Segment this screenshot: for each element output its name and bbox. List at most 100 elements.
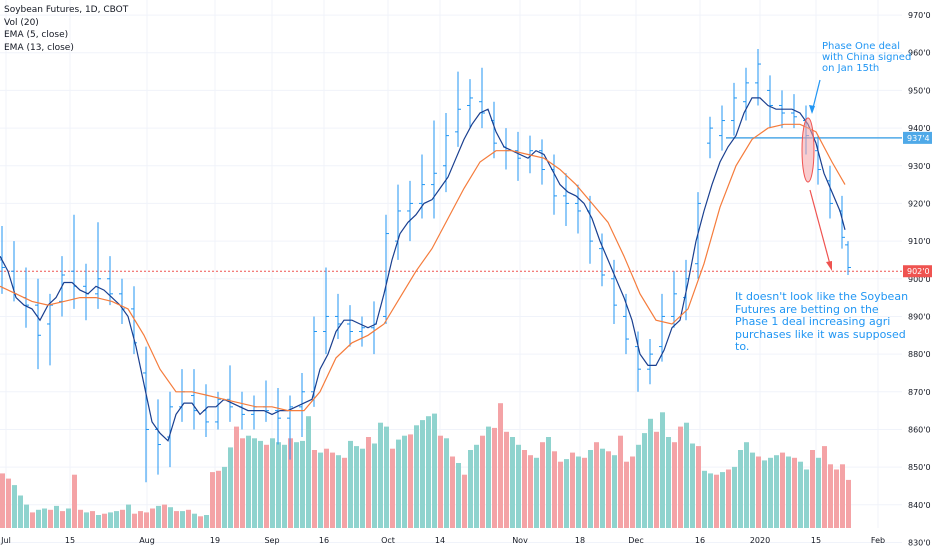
legend-ema-fast[interactable]: EMA (5, close) bbox=[4, 30, 69, 40]
volume-bar bbox=[276, 442, 281, 528]
y-axis-tick-label: 910'0 bbox=[908, 237, 931, 246]
volume-bar bbox=[708, 473, 713, 528]
volume-bar bbox=[594, 442, 599, 528]
price-bar bbox=[599, 233, 605, 287]
volume-bar bbox=[426, 416, 431, 528]
volume-bar bbox=[42, 508, 47, 528]
price-bar bbox=[359, 316, 365, 347]
x-axis-tick-label: Aug bbox=[139, 536, 155, 545]
volume-bar bbox=[474, 444, 479, 528]
volume-bar bbox=[336, 455, 341, 528]
legend-symbol[interactable]: Soybean Futures, 1D, CBOT bbox=[4, 5, 129, 15]
volume-bar bbox=[648, 418, 653, 528]
volume-bar bbox=[66, 508, 71, 528]
volume-bar bbox=[552, 451, 557, 528]
y-axis-tick-label: 830'0 bbox=[908, 538, 931, 547]
price-bar bbox=[431, 120, 437, 219]
volume-bar bbox=[468, 450, 473, 528]
volume-bar bbox=[198, 516, 203, 528]
price-bar bbox=[467, 79, 473, 129]
volume-bar bbox=[786, 456, 791, 528]
price-badge bbox=[903, 265, 932, 278]
volume-bar bbox=[126, 504, 131, 528]
volume-bar bbox=[576, 456, 581, 528]
volume-bar bbox=[678, 426, 683, 528]
price-bar bbox=[71, 214, 77, 309]
annotation-soybean-note[interactable]: It doesn't look like the Soybean Futures… bbox=[735, 290, 909, 353]
volume-bar bbox=[210, 472, 215, 528]
legend-volume[interactable]: Vol (20) bbox=[4, 17, 39, 28]
volume-bar bbox=[822, 446, 827, 528]
y-axis-tick-label: 840'0 bbox=[908, 501, 931, 510]
volume-bar bbox=[30, 512, 35, 528]
volume-bar bbox=[324, 448, 329, 528]
price-bar bbox=[239, 391, 245, 430]
price-bar bbox=[455, 71, 461, 147]
volume-bar bbox=[756, 456, 761, 528]
y-axis-tick-label: 970'0 bbox=[908, 11, 931, 20]
price-bar bbox=[539, 139, 545, 185]
volume-bar bbox=[264, 444, 269, 528]
volume-bar bbox=[546, 437, 551, 528]
volume-bar bbox=[564, 459, 569, 528]
volume-bar bbox=[96, 515, 101, 528]
volume-bar bbox=[504, 431, 509, 528]
volume-bar bbox=[12, 485, 17, 528]
volume-bar bbox=[486, 426, 491, 528]
volume-bar bbox=[714, 474, 719, 528]
volume-bar bbox=[282, 444, 287, 528]
price-bar bbox=[179, 369, 185, 422]
volume-bar bbox=[246, 435, 251, 528]
volume-bar bbox=[150, 508, 155, 528]
volume-bar bbox=[588, 450, 593, 528]
volume-bar bbox=[768, 457, 773, 528]
volume-bar bbox=[318, 452, 323, 528]
volume-bar bbox=[6, 478, 11, 528]
volume-bar bbox=[24, 504, 29, 528]
annotation-phase-one[interactable]: Phase One deal with China signed on Jan … bbox=[822, 41, 912, 74]
volume-bar bbox=[690, 443, 695, 528]
price-bar bbox=[743, 67, 749, 121]
price-bar bbox=[515, 131, 521, 181]
volume-bar bbox=[114, 511, 119, 528]
volume-bar bbox=[240, 438, 245, 528]
x-axis-tick-label: 16 bbox=[695, 536, 705, 545]
volume-bar bbox=[534, 457, 539, 528]
volume-bar bbox=[156, 505, 161, 528]
volume-bar bbox=[630, 456, 635, 528]
x-axis-tick-label: 2020 bbox=[750, 536, 770, 545]
volume-bar bbox=[684, 422, 689, 528]
volume-bar bbox=[738, 450, 743, 528]
volume-bar bbox=[174, 511, 179, 528]
volume-bar bbox=[828, 464, 833, 528]
volume-bar bbox=[654, 431, 659, 528]
price-bar bbox=[671, 271, 677, 328]
volume-bar bbox=[492, 427, 497, 528]
volume-bar bbox=[294, 442, 299, 528]
price-bar bbox=[587, 195, 593, 264]
price-badge bbox=[903, 131, 932, 144]
decline-arrowhead bbox=[826, 261, 832, 271]
legend-ema-slow[interactable]: EMA (13, close) bbox=[4, 42, 74, 53]
volume-bar bbox=[672, 442, 677, 528]
y-axis-tick-label: 860'0 bbox=[908, 425, 931, 434]
volume-bar bbox=[54, 505, 59, 528]
volume-bar bbox=[414, 425, 419, 528]
x-axis-tick-label: 14 bbox=[435, 536, 445, 545]
volume-bar bbox=[816, 457, 821, 528]
ema-13-line bbox=[0, 123, 846, 412]
volume-bar bbox=[48, 509, 53, 528]
volume-bar bbox=[162, 504, 167, 528]
volume-bar bbox=[660, 412, 665, 528]
volume-bar bbox=[312, 450, 317, 528]
price-bar bbox=[491, 101, 497, 159]
volume-bar bbox=[222, 466, 227, 528]
price-bar bbox=[707, 116, 713, 159]
volume-bar bbox=[372, 443, 377, 528]
x-axis-tick-label: 15 bbox=[811, 536, 821, 545]
volume-bar bbox=[252, 438, 257, 528]
price-bar bbox=[635, 331, 641, 392]
volume-bar bbox=[558, 461, 563, 528]
